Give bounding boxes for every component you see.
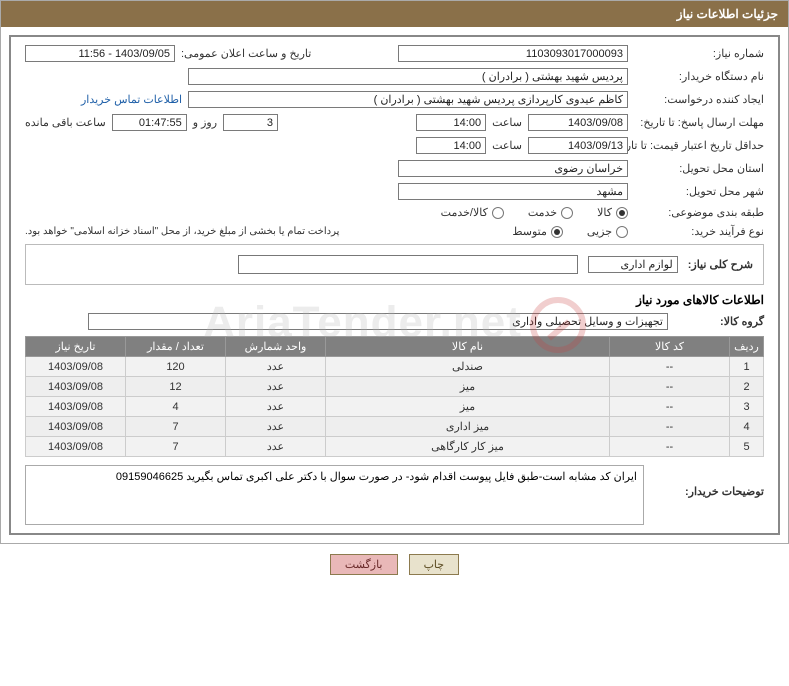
cell-qty: 12 xyxy=(126,377,226,397)
cell-name: صندلی xyxy=(326,357,610,377)
city-label: شهر محل تحویل: xyxy=(634,185,764,198)
radio-both[interactable] xyxy=(492,207,504,219)
table-row: 5--میز کار کارگاهیعدد71403/09/08 xyxy=(26,437,764,457)
cell-date: 1403/09/08 xyxy=(26,397,126,417)
days-and-label: روز و xyxy=(193,116,217,129)
process-radio-group: جزیی متوسط xyxy=(512,225,628,238)
cell-row: 2 xyxy=(730,377,764,397)
cell-unit: عدد xyxy=(226,417,326,437)
requester-label: ایجاد کننده درخواست: xyxy=(634,93,764,106)
cell-date: 1403/09/08 xyxy=(26,357,126,377)
th-name: نام کالا xyxy=(326,337,610,357)
cell-qty: 120 xyxy=(126,357,226,377)
cell-date: 1403/09/08 xyxy=(26,377,126,397)
radio-goods[interactable] xyxy=(616,207,628,219)
radio-goods-label: کالا xyxy=(597,206,612,219)
summary-box: شرح کلی نیاز: لوازم اداری xyxy=(25,244,764,285)
cell-qty: 7 xyxy=(126,437,226,457)
summary-label: شرح کلی نیاز: xyxy=(688,258,753,271)
cell-code: -- xyxy=(610,437,730,457)
cell-row: 3 xyxy=(730,397,764,417)
cell-name: میز کار کارگاهی xyxy=(326,437,610,457)
th-qty: تعداد / مقدار xyxy=(126,337,226,357)
min-validity-time: 14:00 xyxy=(416,137,486,154)
province-field: خراسان رضوی xyxy=(398,160,628,177)
panel-header: جزئیات اطلاعات نیاز xyxy=(1,1,788,27)
buyer-desc-label: توضیحات خریدار: xyxy=(654,465,764,525)
treasury-note: پرداخت تمام یا بخشی از مبلغ خرید، از محل… xyxy=(25,226,339,237)
cell-code: -- xyxy=(610,377,730,397)
time-label-2: ساعت xyxy=(492,139,522,152)
th-date: تاریخ نیاز xyxy=(26,337,126,357)
radio-service-label: خدمت xyxy=(528,206,557,219)
hms-remain: 01:47:55 xyxy=(112,114,187,131)
table-row: 3--میزعدد41403/09/08 xyxy=(26,397,764,417)
category-label: طبقه بندی موضوعی: xyxy=(634,206,764,219)
cell-code: -- xyxy=(610,357,730,377)
min-validity-date: 1403/09/13 xyxy=(528,137,628,154)
cell-unit: عدد xyxy=(226,377,326,397)
th-unit: واحد شمارش xyxy=(226,337,326,357)
radio-partial[interactable] xyxy=(616,226,628,238)
announce-datetime-field: 1403/09/05 - 11:56 xyxy=(25,45,175,62)
category-radio-group: کالا خدمت کالا/خدمت xyxy=(441,206,628,219)
cell-unit: عدد xyxy=(226,397,326,417)
radio-service[interactable] xyxy=(561,207,573,219)
summary-extra-input[interactable] xyxy=(238,255,578,274)
reply-deadline-time: 14:00 xyxy=(416,114,486,131)
cell-date: 1403/09/08 xyxy=(26,417,126,437)
radio-partial-label: جزیی xyxy=(587,225,612,238)
th-code: کد کالا xyxy=(610,337,730,357)
print-button[interactable]: چاپ xyxy=(409,554,460,575)
province-label: استان محل تحویل: xyxy=(634,162,764,175)
need-number-field: 1103093017000093 xyxy=(398,45,628,62)
cell-code: -- xyxy=(610,417,730,437)
cell-unit: عدد xyxy=(226,437,326,457)
cell-row: 5 xyxy=(730,437,764,457)
days-remain: 3 xyxy=(223,114,278,131)
reply-deadline-label: مهلت ارسال پاسخ: تا تاریخ: xyxy=(634,116,764,129)
radio-medium[interactable] xyxy=(551,226,563,238)
group-value: تجهیزات و وسایل تحصیلی واداری xyxy=(88,313,668,330)
buyer-contact-link[interactable]: اطلاعات تماس خریدار xyxy=(81,93,182,106)
cell-unit: عدد xyxy=(226,357,326,377)
goods-table: ردیف کد کالا نام کالا واحد شمارش تعداد /… xyxy=(25,336,764,457)
cell-row: 4 xyxy=(730,417,764,437)
cell-row: 1 xyxy=(730,357,764,377)
back-button[interactable]: بازگشت xyxy=(330,554,398,575)
cell-code: -- xyxy=(610,397,730,417)
table-row: 1--صندلیعدد1201403/09/08 xyxy=(26,357,764,377)
summary-value: لوازم اداری xyxy=(588,256,678,273)
radio-medium-label: متوسط xyxy=(512,225,547,238)
city-field: مشهد xyxy=(398,183,628,200)
footer: چاپ بازگشت xyxy=(0,554,789,575)
radio-both-label: کالا/خدمت xyxy=(441,206,488,219)
goods-section-title: اطلاعات کالاهای مورد نیاز xyxy=(25,293,764,307)
table-row: 4--میز اداریعدد71403/09/08 xyxy=(26,417,764,437)
cell-date: 1403/09/08 xyxy=(26,437,126,457)
hours-remain-label: ساعت باقی مانده xyxy=(25,116,106,129)
table-row: 2--میزعدد121403/09/08 xyxy=(26,377,764,397)
cell-qty: 7 xyxy=(126,417,226,437)
buyer-desc-box: ایران کد مشابه است-طبق فایل پیوست اقدام … xyxy=(25,465,644,525)
reply-deadline-date: 1403/09/08 xyxy=(528,114,628,131)
buyer-org-label: نام دستگاه خریدار: xyxy=(634,70,764,83)
buyer-org-field: پردیس شهید بهشتی ( برادران ) xyxy=(188,68,628,85)
cell-name: میز xyxy=(326,377,610,397)
announce-datetime-label: تاریخ و ساعت اعلان عمومی: xyxy=(181,47,311,60)
need-number-label: شماره نیاز: xyxy=(634,47,764,60)
group-label: گروه کالا: xyxy=(674,315,764,328)
requester-field: کاظم عیدوی کارپردازی پردیس شهید بهشتی ( … xyxy=(188,91,628,108)
time-label-1: ساعت xyxy=(492,116,522,129)
th-row: ردیف xyxy=(730,337,764,357)
min-validity-label: حداقل تاریخ اعتبار قیمت: تا تاریخ: xyxy=(634,139,764,152)
cell-qty: 4 xyxy=(126,397,226,417)
cell-name: میز xyxy=(326,397,610,417)
cell-name: میز اداری xyxy=(326,417,610,437)
process-type-label: نوع فرآیند خرید: xyxy=(634,225,764,238)
